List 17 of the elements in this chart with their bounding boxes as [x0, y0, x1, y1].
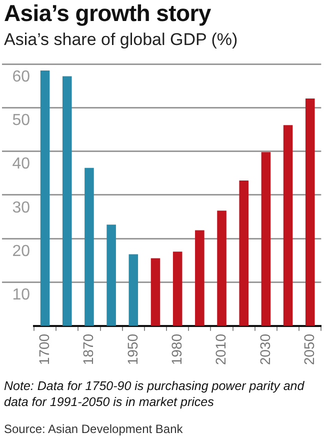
y-tick-label: 60: [12, 68, 30, 86]
chart-subtitle: Asia’s share of global GDP (%): [4, 30, 238, 50]
y-tick-label: 50: [12, 112, 30, 130]
x-tick-label: 2010: [212, 334, 229, 366]
source-note: Source: Asian Development Bank: [4, 422, 183, 436]
x-tick-label: 1870: [80, 334, 96, 366]
x-tick-label: 2050: [300, 334, 317, 366]
y-tick-label: 20: [12, 242, 30, 260]
chart-title: Asia’s growth story: [4, 0, 211, 27]
x-tick-label: 1950: [124, 334, 140, 366]
x-tick-label: 2030: [256, 334, 273, 366]
y-tick-label: 10: [12, 286, 30, 304]
y-tick-label: 40: [12, 156, 30, 173]
text: Note: Data for 1750-90 is purchasing power parity and data for 1991-2050 is in market prices: [4, 378, 306, 410]
x-tick-label: 1980: [168, 334, 184, 366]
x-tick-label: 1700: [36, 334, 52, 366]
y-tick-label: 30: [12, 199, 30, 216]
